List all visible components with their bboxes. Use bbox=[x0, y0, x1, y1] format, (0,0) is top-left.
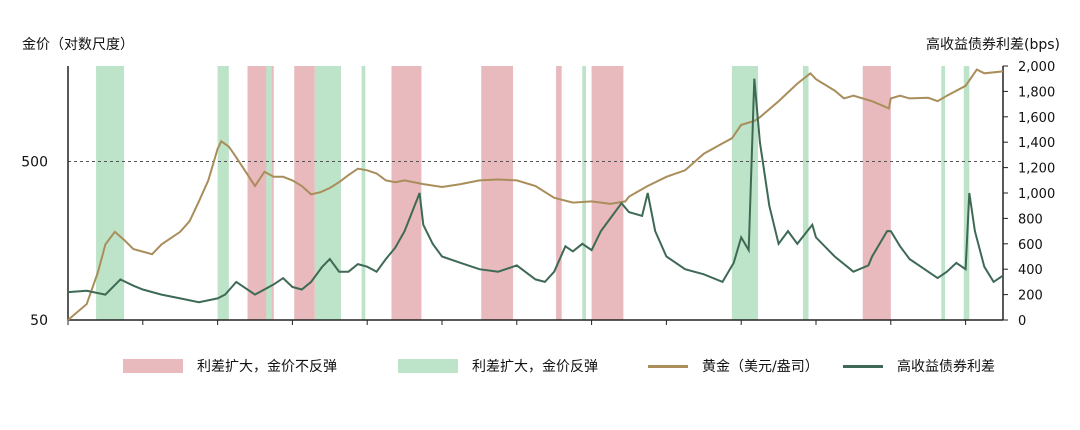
green-band bbox=[582, 66, 586, 320]
legend-red: 利差扩大，金价不反弹 bbox=[123, 356, 337, 376]
green-band bbox=[802, 66, 809, 320]
red-band bbox=[862, 66, 891, 320]
legend-green-swatch bbox=[398, 359, 458, 373]
legend-red-swatch bbox=[123, 359, 183, 373]
red-shaded-periods bbox=[247, 66, 891, 320]
green-band bbox=[217, 66, 229, 320]
right-tick-label: 1,200 bbox=[1018, 162, 1055, 177]
right-tick-label: 1,600 bbox=[1018, 111, 1055, 126]
legend-spread: 高收益债券利差 bbox=[843, 356, 995, 376]
left-axis: 500 50 bbox=[21, 66, 69, 329]
right-tick-label: 600 bbox=[1018, 238, 1043, 253]
green-band bbox=[963, 66, 970, 320]
right-tick-label: 1,800 bbox=[1018, 85, 1055, 100]
legend-spread-swatch bbox=[843, 364, 883, 368]
right-tick-label: 400 bbox=[1018, 263, 1043, 278]
green-band bbox=[96, 66, 125, 320]
legend-red-label: 利差扩大，金价不反弹 bbox=[197, 359, 337, 375]
right-axis-title: 高收益债券利差(bps) bbox=[926, 37, 1060, 53]
legend-green: 利差扩大，金价反弹 bbox=[398, 356, 598, 376]
x-axis: 72768084889296000408121620 bbox=[67, 319, 1003, 325]
legend-gold-swatch bbox=[648, 364, 688, 368]
legend-green-label: 利差扩大，金价反弹 bbox=[472, 359, 598, 375]
green-band bbox=[941, 66, 946, 320]
red-band bbox=[481, 66, 514, 320]
right-tick-label: 200 bbox=[1018, 289, 1043, 304]
red-band bbox=[556, 66, 562, 320]
right-tick-label: 2,000 bbox=[1018, 60, 1055, 75]
right-tick-label: 1,000 bbox=[1018, 187, 1055, 202]
green-band bbox=[361, 66, 366, 320]
green-shaded-periods bbox=[96, 66, 970, 320]
right-tick-label: 800 bbox=[1018, 212, 1043, 227]
right-tick-label: 1,400 bbox=[1018, 136, 1055, 151]
legend-spread-label: 高收益债券利差 bbox=[897, 359, 995, 375]
right-axis: 2,000 1,800 1,600 1,400 1,200 1,000 800 600 400 2… bbox=[1002, 60, 1055, 329]
right-tick-label: 0 bbox=[1018, 314, 1026, 329]
legend-gold-label: 黄金（美元/盎司） bbox=[702, 359, 819, 375]
dual-axis-chart: 500 50 2,000 1,800 1,600 1,400 1,200 1,000 800 6… bbox=[21, 60, 1055, 329]
left-axis-title: 金价（对数尺度） bbox=[22, 37, 134, 53]
red-band bbox=[391, 66, 422, 320]
red-band bbox=[294, 66, 315, 320]
high-yield-spread-line bbox=[67, 78, 1004, 304]
red-band bbox=[591, 66, 624, 320]
gold-price-line bbox=[67, 68, 1004, 321]
left-tick-label: 50 bbox=[30, 313, 48, 329]
left-tick-label: 500 bbox=[21, 154, 48, 170]
green-band bbox=[266, 66, 272, 320]
legend-gold: 黄金（美元/盎司） bbox=[648, 356, 819, 376]
